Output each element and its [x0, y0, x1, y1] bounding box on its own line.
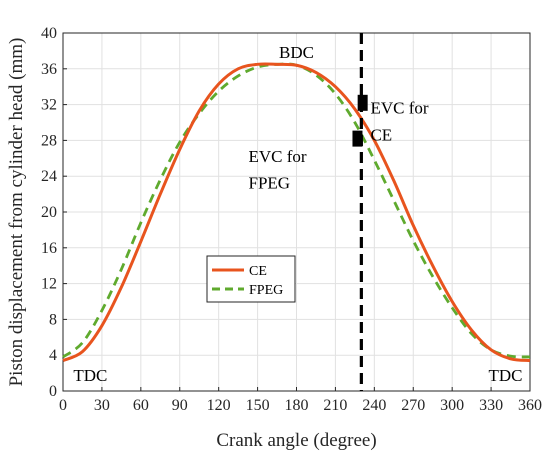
x-tick-label: 60: [133, 397, 149, 414]
annotation-evc_ce_1: EVC for: [370, 99, 428, 118]
series-layer: [62, 62, 531, 363]
ticks: 0 30 60 90 120 150 180 210 240 270 300 330 360 0 4 8 12 1…: [41, 25, 542, 414]
x-tick-label: 240: [362, 397, 386, 414]
x-tick-label: 90: [172, 397, 188, 414]
x-tick-label: 330: [479, 397, 503, 414]
y-tick-label: 24: [41, 168, 57, 185]
y-tick-label: 12: [41, 276, 57, 293]
y-tick-label: 4: [49, 347, 57, 364]
x-tick-label: 30: [94, 397, 110, 414]
annotation-layer: BDC EVC for CE EVC for FPEG TDC TDC: [73, 43, 522, 385]
evc-marker: [357, 94, 368, 111]
evc-marker: [352, 130, 363, 147]
annotation-bdc: BDC: [279, 43, 314, 62]
x-tick-label: 120: [207, 397, 231, 414]
series-line-ce: [62, 62, 531, 363]
annotation-evc_ce_2: CE: [370, 125, 392, 144]
y-tick-label: 8: [49, 311, 57, 328]
annotation-tdc_left: TDC: [73, 366, 107, 385]
annotation-evc_fpeg_2: FPEG: [249, 174, 291, 193]
y-axis-title: Piston displacement from cylinder head (…: [6, 38, 27, 387]
legend-label-fpeg: FPEG: [249, 283, 283, 298]
y-tick-label: 20: [41, 204, 57, 221]
y-tick-label: 32: [41, 97, 57, 114]
x-tick-label: 210: [323, 397, 347, 414]
x-tick-label: 150: [246, 397, 270, 414]
y-tick-label: 16: [41, 240, 57, 257]
legend-label-ce: CE: [249, 264, 267, 279]
x-axis-title: Crank angle (degree): [216, 430, 376, 451]
legend: CE FPEG: [206, 255, 296, 303]
legend-box: [206, 255, 296, 303]
grid: [62, 32, 531, 392]
x-tick-label: 180: [285, 397, 309, 414]
annotation-evc_fpeg_1: EVC for: [249, 147, 307, 166]
x-tick-label: 0: [59, 397, 67, 414]
x-tick-label: 360: [518, 397, 542, 414]
marker-layer: [352, 94, 368, 147]
y-tick-label: 40: [41, 25, 57, 42]
y-tick-label: 36: [41, 61, 57, 78]
x-tick-label: 270: [401, 397, 425, 414]
y-tick-label: 28: [41, 132, 57, 149]
x-tick-label: 300: [440, 397, 464, 414]
annotation-tdc_right: TDC: [488, 366, 522, 385]
y-tick-label: 0: [49, 383, 57, 400]
